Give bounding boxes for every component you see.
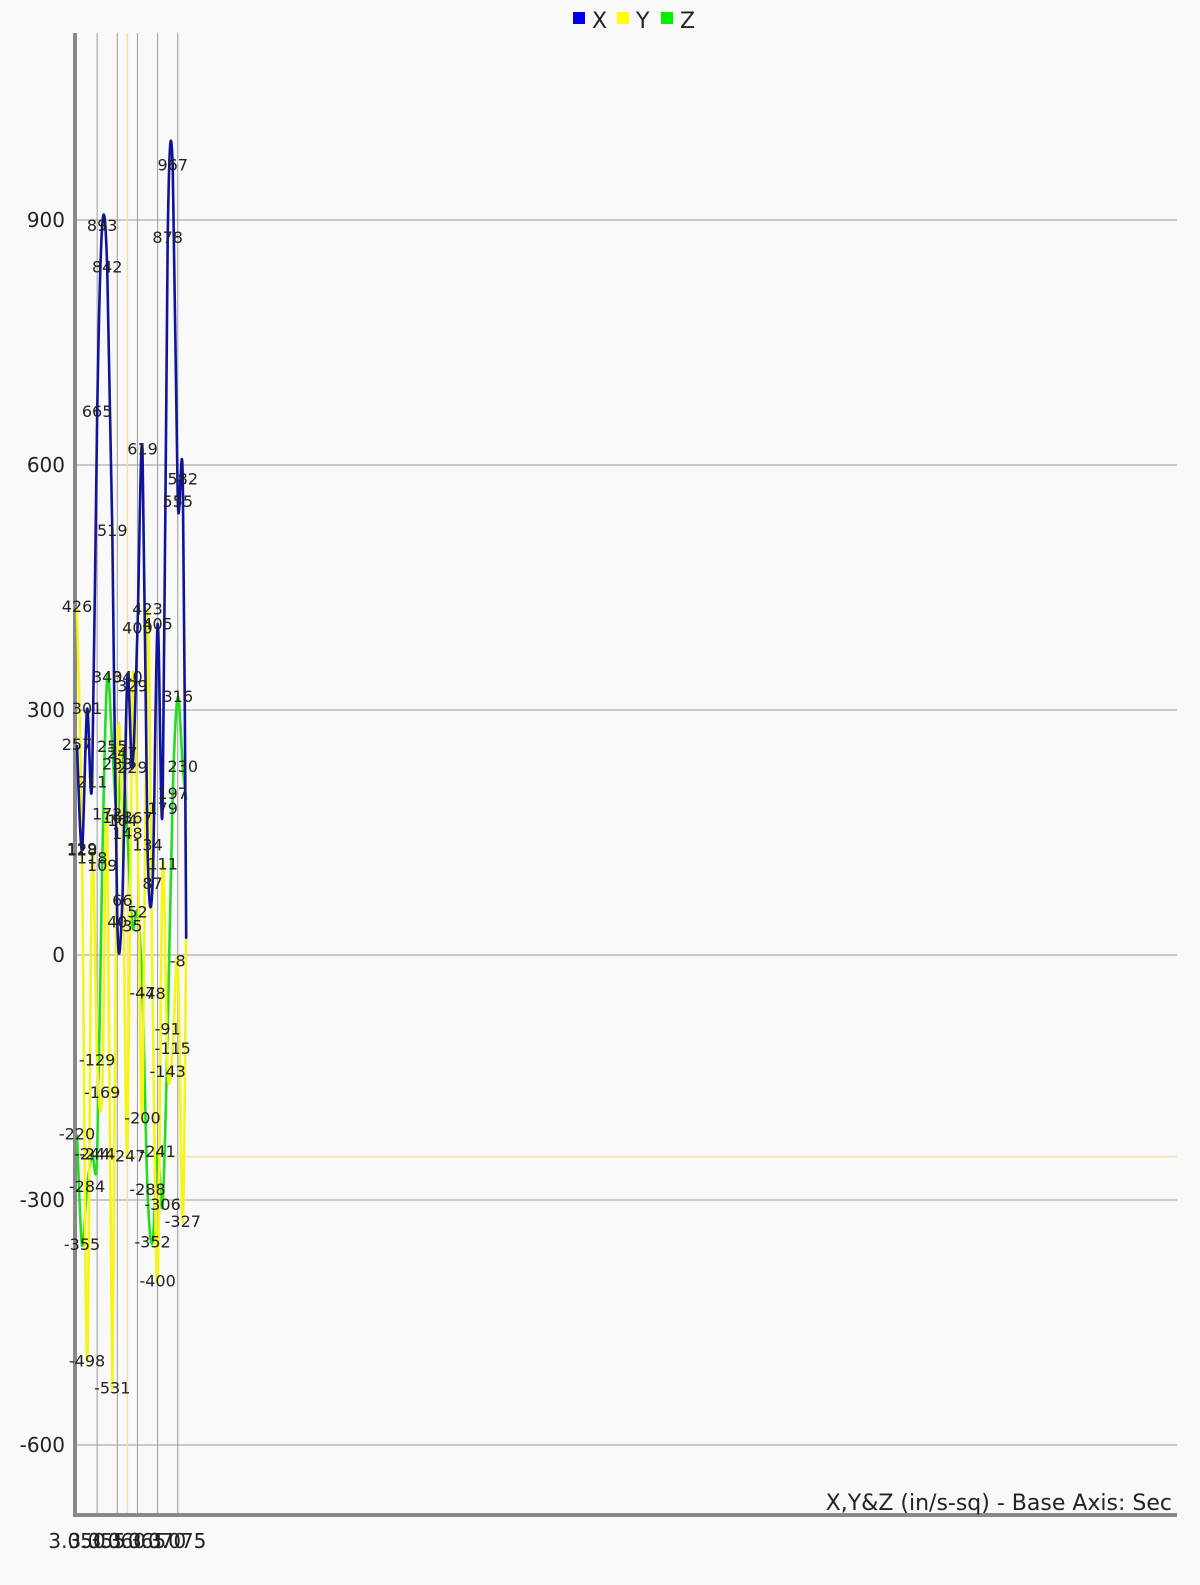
legend: X Y Z — [573, 9, 695, 34]
data-label-z: -91 — [155, 1019, 181, 1038]
data-label-z: -47 — [129, 983, 155, 1002]
x-tick-label: 3.075 — [149, 1529, 206, 1553]
legend-label-z: Z — [680, 9, 695, 34]
series-line-z — [75, 672, 188, 1247]
data-label-x: 134 — [132, 836, 163, 855]
legend-swatch-z — [661, 12, 673, 24]
data-label-x: 405 — [142, 614, 173, 633]
data-label-x: 129 — [67, 840, 98, 859]
series-line-y — [75, 607, 188, 1390]
x-tick-label: 3.060 — [89, 1529, 146, 1553]
data-label-z: 109 — [87, 856, 118, 875]
data-label-y: -169 — [84, 1083, 120, 1102]
data-label-y: 167 — [122, 809, 153, 828]
y-tick-label: -300 — [20, 1188, 65, 1212]
data-label-x: 87 — [142, 874, 162, 893]
data-label-y: -327 — [165, 1212, 201, 1231]
data-label-x: 340 — [112, 667, 143, 686]
x-tick-label: 3.065 — [109, 1529, 166, 1553]
data-label-y: -129 — [79, 1050, 115, 1069]
data-label-y: 118 — [77, 849, 108, 868]
data-label-z: -355 — [64, 1235, 100, 1254]
data-label-z: -244 — [79, 1144, 115, 1163]
crosshair — [75, 33, 1177, 1515]
x-tick-label: 3.050 — [48, 1529, 105, 1553]
data-label-z: -306 — [144, 1195, 180, 1214]
axis-title: X,Y&Z (in/s-sq) - Base Axis: Sec — [826, 1491, 1172, 1516]
data-label-y: 233 — [102, 755, 133, 774]
data-label-z: 247 — [107, 743, 138, 762]
data-label-y: -200 — [124, 1108, 160, 1127]
data-label-x: 40 — [107, 912, 127, 931]
data-label-z: 148 — [112, 824, 143, 843]
data-label-x: 257 — [62, 735, 93, 754]
data-label-y: -247 — [109, 1147, 145, 1166]
data-label-x: 229 — [117, 758, 148, 777]
data-label-x: 555 — [162, 492, 193, 511]
data-label-x: 66 — [112, 891, 132, 910]
data-label-x: 301 — [72, 699, 103, 718]
data-label-z: -220 — [59, 1125, 95, 1144]
legend-swatch-y — [617, 12, 629, 24]
y-tick-label: 0 — [52, 943, 65, 967]
series-lines — [75, 139, 188, 1390]
y-tick-label: 900 — [27, 208, 65, 232]
data-label-z: 168 — [102, 808, 133, 827]
data-label-z: -352 — [134, 1232, 170, 1251]
data-label-z: -244 — [74, 1144, 110, 1163]
axes — [73, 33, 1177, 1517]
data-label-y: -48 — [139, 984, 165, 1003]
data-label-y: 423 — [132, 600, 163, 619]
x-tick-label: 3.070 — [129, 1529, 186, 1553]
data-label-y: 128 — [67, 840, 98, 859]
legend-label-y: Y — [635, 9, 650, 34]
data-label-z: 316 — [162, 687, 193, 706]
data-label-y: 426 — [62, 597, 93, 616]
data-label-z: -288 — [129, 1180, 165, 1199]
x-tick-label: 3.055 — [69, 1529, 126, 1553]
data-label-x: 842 — [92, 257, 123, 276]
data-label-y: 164 — [107, 811, 138, 830]
data-label-x: 893 — [87, 216, 118, 235]
y-tick-label: 600 — [27, 453, 65, 477]
data-label-y: -400 — [139, 1272, 175, 1291]
data-label-y: -498 — [69, 1352, 105, 1371]
data-label-x: 878 — [152, 228, 183, 247]
y-tick-label: -600 — [20, 1433, 65, 1457]
data-label-z: 230 — [168, 757, 199, 776]
data-label-y: 329 — [117, 676, 148, 695]
data-label-z: 255 — [97, 737, 128, 756]
data-label-y: 172 — [92, 805, 123, 824]
data-label-x: 179 — [147, 799, 178, 818]
data-label-x: 519 — [97, 521, 128, 540]
data-label-x: 211 — [77, 773, 108, 792]
data-label-z: 52 — [127, 903, 147, 922]
legend-swatch-x — [573, 12, 585, 24]
data-label-z: -284 — [69, 1177, 105, 1196]
data-label-x: 582 — [168, 470, 199, 489]
y-tick-label: 300 — [27, 698, 65, 722]
data-label-y: -115 — [155, 1039, 191, 1058]
series-line-x — [75, 139, 188, 955]
data-labels: 257 129 301 211 665 893 842 519 40 66 340 229 400 619… — [59, 155, 201, 1397]
data-label-z: 340 — [92, 667, 123, 686]
data-label-y: 111 — [147, 854, 178, 873]
data-label-z: 197 — [157, 784, 188, 803]
data-label-x: 967 — [157, 155, 188, 174]
tick-labels: -600 -300 0 300 600 900 3.0503.0553.0603.0653.… — [20, 208, 207, 1553]
legend-label-x: X — [592, 9, 607, 34]
data-label-y: -531 — [94, 1379, 130, 1398]
data-label-x: 619 — [127, 440, 158, 459]
data-label-z: -241 — [139, 1142, 175, 1161]
data-label-z: 35 — [122, 916, 142, 935]
data-label-y: -143 — [150, 1062, 186, 1081]
data-label-x: 400 — [122, 618, 153, 637]
data-label-x: 665 — [82, 402, 113, 421]
data-label-y: -8 — [170, 952, 186, 971]
